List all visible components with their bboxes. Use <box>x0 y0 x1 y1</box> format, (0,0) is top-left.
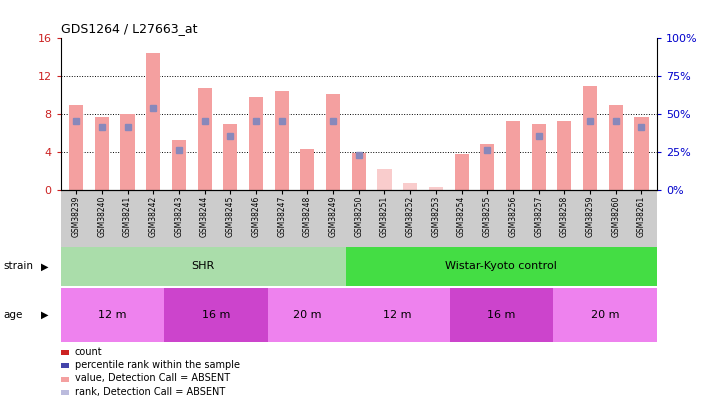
Text: ▶: ▶ <box>41 310 49 320</box>
Bar <box>69 105 83 190</box>
Bar <box>223 124 237 190</box>
Bar <box>164 288 268 342</box>
Bar <box>450 288 553 342</box>
Bar <box>346 288 450 342</box>
Text: 12 m: 12 m <box>383 310 412 320</box>
Bar <box>146 53 160 190</box>
Bar <box>121 114 134 190</box>
Text: Wistar-Kyoto control: Wistar-Kyoto control <box>446 261 558 271</box>
Bar <box>61 288 164 342</box>
Text: percentile rank within the sample: percentile rank within the sample <box>75 360 240 370</box>
Bar <box>506 121 520 190</box>
Bar <box>553 288 657 342</box>
Text: rank, Detection Call = ABSENT: rank, Detection Call = ABSENT <box>75 387 225 396</box>
Text: age: age <box>4 310 23 320</box>
Bar <box>455 154 468 190</box>
Text: SHR: SHR <box>191 261 215 271</box>
Bar <box>61 247 346 286</box>
Bar <box>352 153 366 190</box>
Bar <box>583 86 597 190</box>
Bar <box>609 105 623 190</box>
Text: 20 m: 20 m <box>293 310 321 320</box>
Bar <box>346 247 657 286</box>
Bar <box>268 288 346 342</box>
Text: count: count <box>75 347 103 356</box>
Bar <box>172 140 186 190</box>
Bar <box>275 91 288 190</box>
Bar <box>301 149 314 190</box>
Text: 20 m: 20 m <box>590 310 619 320</box>
Bar <box>403 183 417 190</box>
Bar <box>95 117 109 190</box>
Bar <box>481 144 494 190</box>
Bar <box>635 117 648 190</box>
Text: 16 m: 16 m <box>202 310 231 320</box>
Text: value, Detection Call = ABSENT: value, Detection Call = ABSENT <box>75 373 230 383</box>
Text: GDS1264 / L27663_at: GDS1264 / L27663_at <box>61 22 197 35</box>
Bar <box>378 169 391 190</box>
Bar <box>198 88 211 190</box>
Bar <box>558 121 571 190</box>
Text: 12 m: 12 m <box>99 310 127 320</box>
Bar <box>326 94 340 190</box>
Text: ▶: ▶ <box>41 261 49 271</box>
Text: 16 m: 16 m <box>487 310 516 320</box>
Bar <box>429 187 443 190</box>
Bar <box>249 97 263 190</box>
Text: strain: strain <box>4 261 34 271</box>
Bar <box>532 124 545 190</box>
